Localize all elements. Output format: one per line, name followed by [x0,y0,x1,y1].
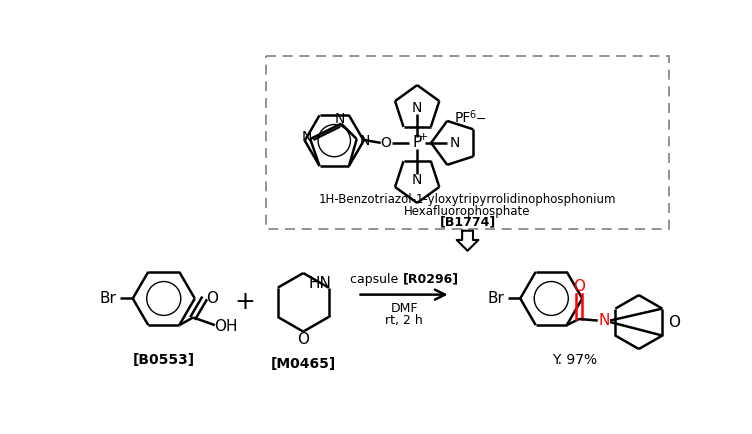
Text: N: N [412,173,423,187]
Text: O: O [573,279,585,294]
Text: N: N [449,136,459,150]
Text: O: O [297,332,309,347]
Text: −: − [476,113,487,126]
Text: N: N [359,134,370,148]
Text: Br: Br [99,291,117,306]
Text: 6: 6 [470,110,476,120]
Text: Br: Br [487,291,504,306]
Text: 1H-Benzotriazol-1-yloxytripyrrolidinophosphonium: 1H-Benzotriazol-1-yloxytripyrrolidinopho… [319,194,617,207]
Text: rt, 2 h: rt, 2 h [385,314,423,327]
Text: PF: PF [454,111,471,125]
Text: +: + [235,290,256,314]
Text: N: N [302,131,312,145]
Text: N: N [412,101,423,115]
Text: P: P [413,135,422,150]
Polygon shape [456,231,478,251]
Text: Hexafluorophosphate: Hexafluorophosphate [405,205,531,218]
Text: +: + [419,132,428,142]
Text: N: N [335,112,345,126]
Text: OH: OH [214,319,238,334]
Text: Y. 97%: Y. 97% [552,353,597,367]
Bar [266,56,669,229]
Text: O: O [381,136,392,150]
Text: HN: HN [308,276,331,291]
Text: [R0296]: [R0296] [402,273,459,286]
Text: N: N [599,313,610,328]
Text: [B0553]: [B0553] [132,353,195,367]
Text: capsule: capsule [350,273,402,286]
Text: [B1774]: [B1774] [439,216,496,229]
Text: DMF: DMF [390,302,418,315]
Text: [M0465]: [M0465] [271,357,336,371]
Text: O: O [206,292,218,306]
Text: O: O [668,315,680,329]
